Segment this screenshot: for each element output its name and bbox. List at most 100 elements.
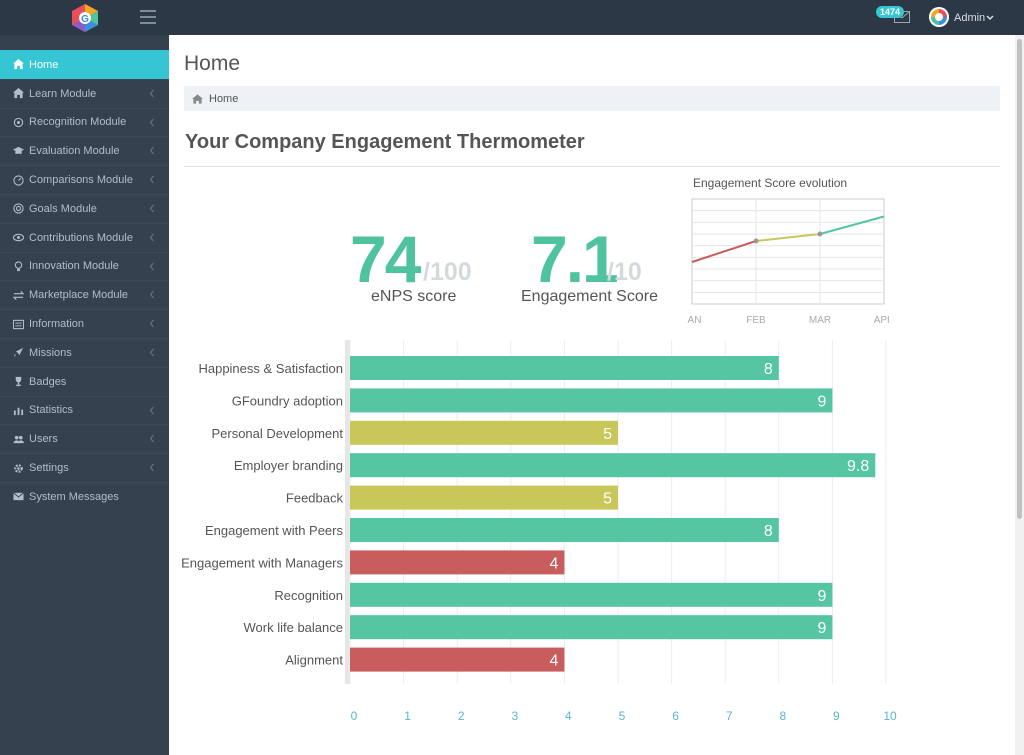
sidebar-item-missions[interactable]: Missions [0,337,169,367]
chevron-left-icon[interactable] [149,406,155,415]
scrollbar-thumb[interactable] [1017,39,1022,519]
cog-icon [12,462,24,474]
user-name[interactable]: Admin [954,12,986,24]
chevron-left-icon[interactable] [149,434,155,443]
sidebar-item-label: Badges [29,375,67,388]
chevron-left-icon[interactable] [149,463,155,472]
sidebar-item-label: Comparisons Module [29,174,133,187]
sidebar-item-label: Goals Module [29,202,97,215]
chevron-left-icon[interactable] [149,262,155,271]
bar [350,647,565,672]
sidebar-item-home[interactable]: Home [0,50,169,79]
sidebar-item-label: Innovation Module [29,260,119,273]
bar [350,356,779,380]
sidebar-item-system-messages[interactable]: System Messages [0,481,169,511]
data-label: 4 [549,555,558,572]
data-label: 8 [764,523,773,540]
series-segment [819,215,885,235]
sidebar-item-label: Home [29,58,59,71]
x-tick-label: 9 [833,709,840,723]
chevron-left-icon[interactable] [149,89,155,98]
scrollbar[interactable] [1015,35,1024,755]
sidebar-item-label: Contributions Module [29,231,133,244]
data-point [817,231,823,237]
enps-denominator: /100 [423,258,472,286]
bar [350,582,833,607]
target-icon [12,203,24,215]
sidebar-item-label: Information [29,318,85,331]
sidebar-item-comparisons-module[interactable]: Comparisons Module [0,165,169,194]
x-tick-label: FEB [746,315,766,325]
data-label: 9 [817,588,826,605]
exchange-icon [12,289,24,301]
bar [350,453,876,478]
gear-icon [12,116,24,128]
chevron-left-icon[interactable] [149,290,155,299]
hamburger-icon[interactable] [140,10,156,24]
envelope-icon [12,491,24,503]
eye-icon [12,232,24,244]
x-tick-label: 10 [883,709,897,723]
sidebar-menu: Home Learn Module Recognition Module Evalua… [0,50,169,511]
sidebar-item-statistics[interactable]: Statistics [0,395,169,425]
logo-icon[interactable]: G [72,4,98,32]
x-tick-label: 2 [458,709,465,723]
sidebar-item-settings[interactable]: Settings [0,453,169,482]
mail-count-badge: 1474 [876,6,905,18]
category-label: Employer branding [234,458,343,473]
divider [184,166,1000,167]
category-label: Happiness & Satisfaction [198,361,343,376]
chevron-left-icon[interactable] [149,319,155,328]
chevron-down-icon[interactable] [986,15,994,21]
sidebar-item-recognition-module[interactable]: Recognition Module [0,107,169,137]
x-tick-label: 4 [565,709,572,723]
engagement-label: Engagement Score [521,288,658,305]
chevron-left-icon[interactable] [149,233,155,242]
sidebar-item-label: System Messages [29,490,119,503]
data-label: 5 [603,426,612,443]
page-title: Home [184,52,241,75]
chevron-left-icon[interactable] [149,204,155,213]
breadcrumb-home[interactable]: Home [209,92,239,105]
sidebar-item-marketplace-module[interactable]: Marketplace Module [0,280,169,309]
chevron-left-icon[interactable] [149,348,155,357]
bar [350,550,565,575]
bar [350,485,618,510]
graduation-cap-icon [12,145,24,157]
bar-chart-icon [12,404,24,416]
x-tick-label: 8 [779,709,786,723]
x-tick-label: 7 [726,709,733,723]
sidebar-item-users[interactable]: Users [0,424,169,453]
engagement-denominator: /10 [607,258,642,286]
sidebar-item-information[interactable]: Information [0,309,169,338]
list-icon [12,318,24,330]
lightbulb-icon [12,260,24,272]
sidebar-item-learn-module[interactable]: Learn Module [0,78,169,108]
chevron-left-icon[interactable] [149,146,155,155]
category-label: Recognition [274,588,343,603]
sidebar-item-contributions-module[interactable]: Contributions Module [0,222,169,252]
sidebar-spacer [0,35,169,50]
series-segment [755,233,821,242]
logo-letter: G [81,14,89,25]
avatar[interactable] [929,7,949,27]
data-label: 4 [549,653,558,670]
sidebar-item-evaluation-module[interactable]: Evaluation Module [0,136,169,165]
axis-line [345,340,350,684]
sidebar-item-goals-module[interactable]: Goals Module [0,193,169,223]
chevron-left-icon[interactable] [149,118,155,127]
engagement-value: 7.1 [531,222,619,296]
sidebar-item-badges[interactable]: Badges [0,366,169,396]
sidebar-item-innovation-module[interactable]: Innovation Module [0,251,169,281]
bar [350,615,833,640]
home-icon [12,88,24,100]
x-tick-label: 5 [619,709,626,723]
category-label: GFoundry adoption [232,393,343,408]
chevron-left-icon[interactable] [149,175,155,184]
x-tick-label: JAN [687,315,701,325]
sidebar-item-label: Statistics [29,404,74,417]
engagement-bar-chart: 0 1 2 3 4 5 6 7 8 9 10 8 Happiness & Satisfaction 9 GF… [181,340,897,723]
engagement-evolution-chart: JAN FEB MAR APR [687,198,889,325]
sidebar-item-label: Recognition Module [29,116,127,129]
category-label: Work life balance [244,620,343,635]
